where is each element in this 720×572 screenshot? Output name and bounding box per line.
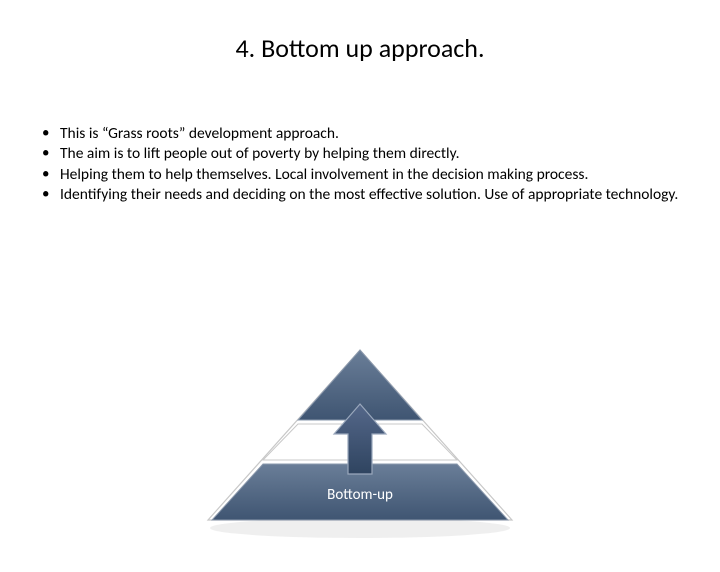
- pyramid-label: Bottom-up: [327, 486, 393, 504]
- pyramid-diagram: Bottom-up: [190, 342, 530, 552]
- pyramid-svg: Bottom-up: [190, 342, 530, 552]
- slide-title: 4. Bottom up approach.: [0, 32, 720, 64]
- bullet-list: This is “Grass roots” development approa…: [0, 124, 720, 205]
- bullet-item: This is “Grass roots” development approa…: [38, 124, 682, 143]
- bullet-item: Helping them to help themselves. Local i…: [38, 165, 682, 184]
- bullet-item: The aim is to lift people out of poverty…: [38, 144, 682, 163]
- pyramid-shadow: [210, 518, 510, 538]
- bullet-item: Identifying their needs and deciding on …: [38, 185, 682, 204]
